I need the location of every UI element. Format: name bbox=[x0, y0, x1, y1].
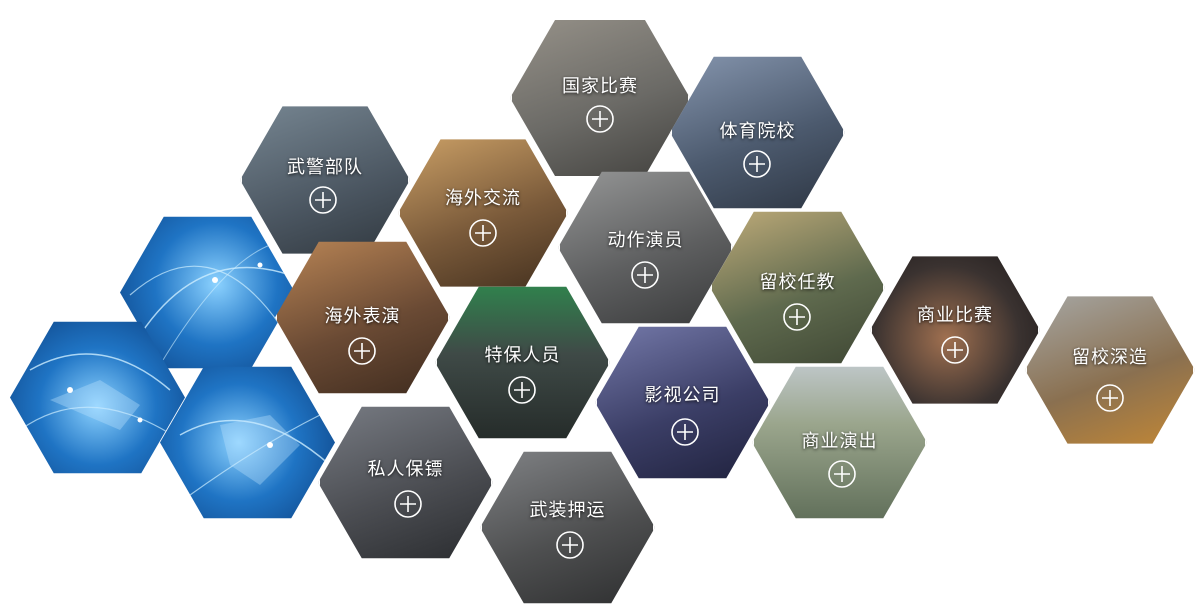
hex-tiyu[interactable]: 体育院校 bbox=[670, 56, 845, 209]
plus-circle-icon[interactable] bbox=[940, 335, 970, 365]
hex-shangye-yanchu[interactable]: 商业演出 bbox=[752, 366, 927, 519]
plus-circle-icon[interactable] bbox=[507, 375, 537, 405]
hex-wuzhuang[interactable]: 武装押运 bbox=[480, 451, 655, 604]
hex-yingshi[interactable]: 影视公司 bbox=[595, 326, 770, 479]
plus-circle-icon[interactable] bbox=[308, 185, 338, 215]
hex-label: 海外表演 bbox=[324, 306, 401, 327]
plus-circle-icon[interactable] bbox=[393, 489, 423, 519]
map-lines-icon bbox=[19, 353, 181, 441]
hex-label: 留校任教 bbox=[759, 272, 836, 293]
plus-circle-icon[interactable] bbox=[347, 336, 377, 366]
plus-circle-icon[interactable] bbox=[742, 149, 772, 179]
plus-circle-icon[interactable] bbox=[670, 417, 700, 447]
hex-label: 特保人员 bbox=[484, 345, 561, 366]
plus-circle-icon[interactable] bbox=[468, 218, 498, 248]
plus-circle-icon[interactable] bbox=[555, 530, 585, 560]
hex-wujing[interactable]: 武警部队 bbox=[240, 106, 410, 254]
hex-label: 海外交流 bbox=[445, 188, 521, 209]
plus-circle-icon[interactable] bbox=[1095, 383, 1125, 413]
globe-hex-left bbox=[10, 321, 185, 474]
plus-circle-icon[interactable] bbox=[630, 260, 660, 290]
hex-label: 私人保镖 bbox=[367, 459, 444, 480]
network-lines-icon bbox=[129, 244, 291, 366]
hex-label: 国家比赛 bbox=[562, 76, 638, 97]
hex-liuxiao-renjiao[interactable]: 留校任教 bbox=[710, 211, 885, 364]
hex-label: 影视公司 bbox=[644, 385, 721, 406]
hex-label: 武装押运 bbox=[529, 500, 606, 521]
hex-siren[interactable]: 私人保镖 bbox=[318, 406, 493, 559]
hex-label: 商业比赛 bbox=[917, 305, 993, 326]
hex-liuxiao-shenzao[interactable]: 留校深造 bbox=[1025, 296, 1195, 444]
globe-hex-bottom bbox=[160, 366, 335, 519]
hex-dongzuo[interactable]: 动作演员 bbox=[558, 171, 733, 324]
plus-circle-icon[interactable] bbox=[585, 104, 615, 134]
hex-tebao[interactable]: 特保人员 bbox=[435, 286, 610, 439]
plus-circle-icon[interactable] bbox=[827, 459, 857, 489]
plus-circle-icon[interactable] bbox=[782, 302, 812, 332]
hex-label: 留校深造 bbox=[1072, 347, 1148, 368]
hex-label: 体育院校 bbox=[719, 121, 796, 142]
hex-label: 武警部队 bbox=[287, 157, 363, 178]
continent-lines-icon bbox=[179, 414, 331, 496]
hex-label: 商业演出 bbox=[801, 431, 878, 452]
hex-label: 动作演员 bbox=[607, 230, 684, 251]
